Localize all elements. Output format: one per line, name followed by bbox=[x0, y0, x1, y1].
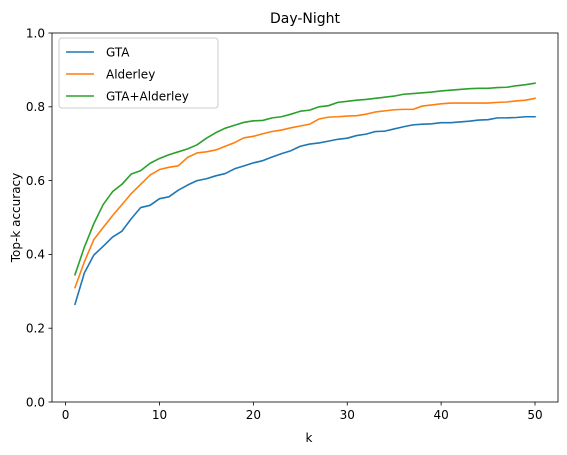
x-tick-label: 40 bbox=[433, 408, 448, 422]
x-tick-label: 0 bbox=[62, 408, 70, 422]
y-tick-label: 1.0 bbox=[26, 26, 45, 40]
x-axis-label: k bbox=[306, 431, 313, 445]
legend-label-3: GTA+Alderley bbox=[106, 89, 189, 103]
series-line-1 bbox=[74, 115, 536, 306]
y-tick-label: 0.4 bbox=[26, 248, 45, 262]
legend: GTA Alderley GTA+Alderley bbox=[58, 37, 219, 109]
y-tick-label: 0.6 bbox=[26, 174, 45, 188]
series-line-3 bbox=[73, 82, 536, 276]
chart-title: Day-Night bbox=[270, 11, 341, 27]
y-axis: 0.0 0.2 0.4 0.6 0.8 1.0 bbox=[26, 26, 52, 409]
y-tick-label: 0.2 bbox=[26, 322, 45, 336]
legend-label-1: GTA bbox=[106, 45, 130, 59]
legend-box bbox=[58, 37, 219, 109]
x-tick-label: 50 bbox=[527, 408, 542, 422]
x-tick-label: 10 bbox=[152, 408, 167, 422]
y-tick-label: 0.8 bbox=[26, 100, 45, 114]
series-line-2 bbox=[73, 97, 536, 289]
y-axis-label: Top-k accuracy bbox=[9, 173, 23, 263]
x-axis: 0 10 20 30 40 50 bbox=[62, 402, 543, 422]
series-layer bbox=[73, 82, 536, 306]
x-tick-label: 20 bbox=[246, 408, 261, 422]
legend-label-2: Alderley bbox=[106, 67, 155, 81]
axes-frame bbox=[51, 32, 559, 403]
x-tick-label: 30 bbox=[340, 408, 355, 422]
axes-spine bbox=[51, 32, 559, 403]
y-tick-label: 0.0 bbox=[26, 395, 45, 409]
